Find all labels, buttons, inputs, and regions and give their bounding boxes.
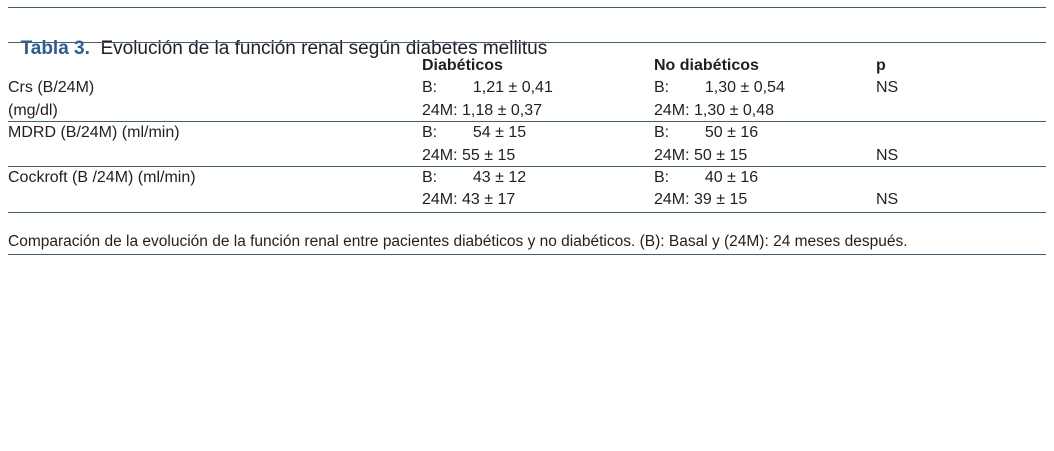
- table-number: Tabla 3.: [20, 38, 90, 59]
- nodiab-24m: 24M: 50 ± 15: [654, 147, 748, 164]
- diab-basal: B: 54 ± 15: [422, 124, 527, 141]
- footnote-rule: [8, 254, 1046, 255]
- header-diabeticos: Diabéticos: [422, 57, 503, 74]
- p-value: NS: [876, 79, 899, 96]
- table-caption: Evolución de la función renal según diab…: [100, 38, 548, 59]
- row-param-label: Cockroft (B /24M) (ml/min): [8, 169, 196, 186]
- row-param-unit: (mg/dl): [8, 102, 58, 119]
- row-rule: [8, 121, 1046, 122]
- nodiab-24m: 24M: 1,30 ± 0,48: [654, 102, 774, 119]
- nodiab-basal: B: 40 ± 16: [654, 169, 759, 186]
- diab-24m: 24M: 55 ± 15: [422, 147, 516, 164]
- diab-basal: B: 1,21 ± 0,41: [422, 79, 553, 96]
- top-rule: [8, 7, 1046, 8]
- table-bottom-rule: [8, 212, 1046, 213]
- row-param-label: MDRD (B/24M) (ml/min): [8, 124, 180, 141]
- nodiab-basal: B: 50 ± 16: [654, 124, 759, 141]
- table-footnote: Comparación de la evolución de la funció…: [8, 233, 908, 250]
- diab-basal: B: 43 ± 12: [422, 169, 527, 186]
- row-rule: [8, 166, 1046, 167]
- header-no-diabeticos: No diabéticos: [654, 57, 759, 74]
- row-param-label: Crs (B/24M): [8, 79, 95, 96]
- title-rule: [8, 42, 1046, 43]
- diab-24m: 24M: 1,18 ± 0,37: [422, 102, 542, 119]
- nodiab-24m: 24M: 39 ± 15: [654, 191, 748, 208]
- table-title: Tabla 3. Evolución de la función renal s…: [10, 13, 548, 61]
- p-value: NS: [876, 147, 899, 164]
- diab-24m: 24M: 43 ± 17: [422, 191, 516, 208]
- nodiab-basal: B: 1,30 ± 0,54: [654, 79, 785, 96]
- p-value: NS: [876, 191, 899, 208]
- header-p: p: [876, 57, 886, 74]
